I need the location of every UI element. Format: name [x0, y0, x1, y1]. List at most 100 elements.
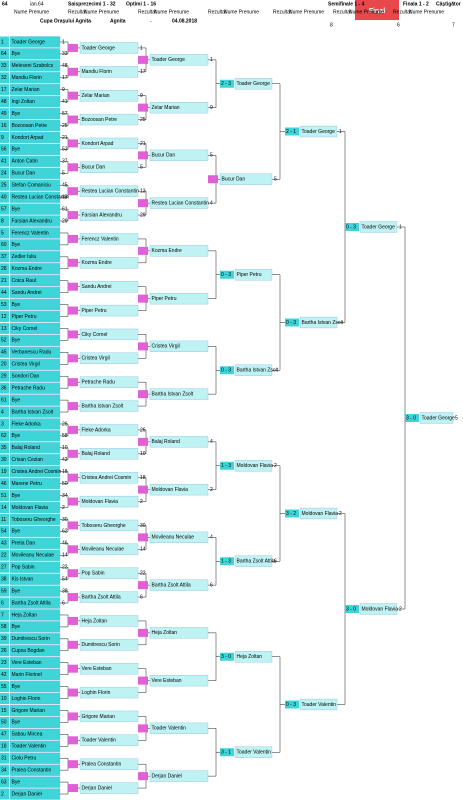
- player-name: Toader George: [237, 81, 271, 87]
- player-name: Bye: [12, 588, 21, 594]
- seed: 12: [1, 314, 7, 320]
- seed-box: [0, 370, 9, 382]
- player-name: Movileanu Neculae: [152, 535, 195, 541]
- rank: 6: [62, 600, 65, 606]
- name-box: [9, 287, 61, 299]
- rank: 10: [62, 445, 68, 451]
- seed: 30: [1, 457, 7, 463]
- seed-box: [0, 60, 9, 72]
- seed: 32: [1, 75, 7, 81]
- score: 3 - 0: [221, 654, 231, 660]
- seed-box: [0, 573, 9, 585]
- seed-box: [0, 728, 9, 740]
- marker: [68, 712, 78, 721]
- player-name: Sandu Andrei: [12, 290, 42, 296]
- rank: 26: [62, 421, 68, 427]
- rank: 58: [62, 433, 68, 439]
- seed: 9: [1, 135, 4, 141]
- player-name: Kondort Arpad: [82, 141, 114, 147]
- rank: 21: [62, 135, 68, 141]
- seed: 22: [1, 553, 7, 559]
- seed-box: [0, 478, 9, 490]
- player-name: Moldovan Flavia: [152, 487, 189, 493]
- player-name: Zedler Iuliu: [12, 254, 37, 260]
- player-name: Anton Catin: [12, 159, 38, 165]
- marker: [68, 282, 78, 291]
- marker: [138, 437, 148, 446]
- player-name: Kondort Arpad: [12, 135, 44, 141]
- rank: 5: [140, 165, 143, 171]
- col-label: Nume Prenume: [84, 9, 119, 15]
- seed-box: [0, 251, 9, 263]
- seed: 15: [1, 708, 7, 714]
- marker: [68, 425, 78, 434]
- seed-box: [0, 633, 9, 645]
- marker: [68, 736, 78, 745]
- connector: [272, 83, 285, 180]
- name-box: [9, 525, 61, 538]
- name-box: [419, 412, 454, 424]
- seed: 19: [1, 469, 7, 475]
- connector: [272, 656, 285, 753]
- seed: 34: [1, 767, 7, 773]
- marker: [68, 616, 78, 625]
- player-name: Bye: [12, 779, 21, 785]
- round-title: Finala 1 - 2: [403, 1, 429, 7]
- seed: 25: [1, 183, 7, 189]
- rank: 33: [62, 51, 68, 57]
- seed: 11: [1, 517, 6, 523]
- player-name: Marene Petru: [12, 481, 43, 487]
- player-name: Bye: [12, 684, 21, 690]
- connector: [208, 728, 220, 777]
- seed: 36: [1, 385, 7, 391]
- marker: [68, 688, 78, 697]
- rank: 34: [62, 493, 68, 499]
- player-name: Bucur Dan: [152, 153, 176, 159]
- connector: [272, 465, 285, 562]
- marker: [68, 664, 78, 673]
- rank: 50: [62, 481, 68, 487]
- score-box: [285, 318, 299, 327]
- rank: 38: [62, 588, 68, 594]
- score-box: [285, 700, 299, 709]
- col-label: Nume Prenume: [349, 9, 384, 15]
- seed: 17: [1, 87, 7, 93]
- name-box: [79, 66, 139, 78]
- name-box: [149, 770, 209, 782]
- player-name: Fleke Adorka: [82, 427, 111, 433]
- player-name: Bartha Zsolt Attila: [237, 559, 276, 565]
- name-box: [9, 597, 61, 609]
- name-box: [149, 388, 209, 400]
- marker: [68, 258, 78, 267]
- seed: 46: [1, 481, 7, 487]
- player-name: Balaj Roland: [82, 451, 111, 457]
- score-box: [285, 127, 299, 136]
- rank: 22: [62, 565, 68, 571]
- connector: [272, 274, 285, 371]
- rank: 30: [140, 523, 146, 529]
- seed-box: [0, 418, 9, 430]
- col-label: Nume Prenume: [289, 9, 324, 15]
- seed-box: [0, 716, 9, 728]
- name-box: [9, 382, 61, 394]
- player-name: Farsian Alexandru: [82, 212, 123, 218]
- player-name: Bartha Istvan Zsolt: [302, 320, 344, 326]
- name-box: [79, 782, 139, 794]
- player-name: Petrache Radu: [12, 385, 46, 391]
- rank: 53: [62, 147, 68, 153]
- score: 3 - 2: [286, 511, 296, 517]
- player-name: Piper Petru: [82, 308, 107, 314]
- rank: 14: [62, 553, 68, 559]
- name-box: [9, 48, 61, 60]
- marker: [68, 473, 78, 482]
- col-label: Nume Prenume: [154, 9, 189, 15]
- seed: 31: [1, 756, 7, 762]
- rank: 9: [140, 93, 143, 99]
- marker: [68, 640, 78, 649]
- marker: [138, 485, 148, 494]
- name-box: [299, 316, 338, 329]
- connector: [208, 250, 220, 299]
- player-name: Fleke Adorka: [12, 421, 41, 427]
- sep: -: [90, 18, 92, 24]
